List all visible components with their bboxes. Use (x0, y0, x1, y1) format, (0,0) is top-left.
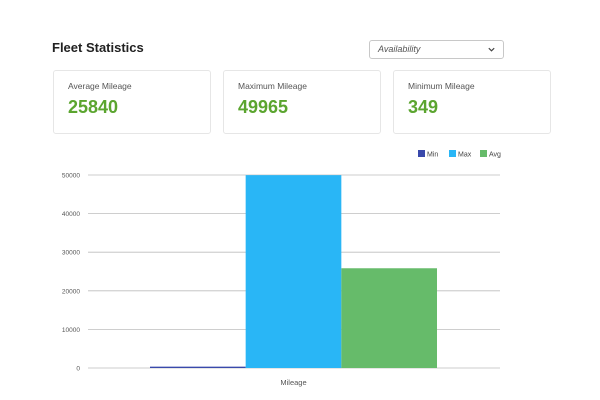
maximum-mileage-value: 49965 (238, 97, 289, 117)
minimum-mileage-card: Minimum Mileage 349 (393, 70, 551, 134)
legend-label-max: Max (458, 152, 472, 159)
maximum-mileage-label: Maximum Mileage (238, 81, 307, 91)
availability-dropdown[interactable]: Availability (369, 40, 504, 59)
page-title: Fleet Statistics (52, 40, 144, 55)
average-mileage-card: Average Mileage 25840 (53, 70, 211, 134)
dropdown-selected-value: Availability (378, 44, 421, 54)
average-mileage-label: Average Mileage (68, 81, 132, 91)
average-mileage-value: 25840 (68, 97, 119, 117)
y-tick-label: 10000 (62, 327, 80, 334)
bar-avg (341, 268, 437, 368)
y-tick-label: 50000 (62, 173, 80, 180)
y-tick-label: 20000 (62, 288, 80, 295)
legend-swatch-min (418, 150, 425, 157)
x-category-label: Mileage (280, 378, 306, 387)
legend-swatch-max (449, 150, 456, 157)
bar-min (150, 366, 246, 368)
chevron-down-icon (488, 47, 495, 52)
y-tick-label: 40000 (62, 211, 80, 218)
legend-swatch-avg (480, 150, 487, 157)
minimum-mileage-value: 349 (408, 97, 439, 117)
minimum-mileage-label: Minimum Mileage (408, 81, 475, 91)
legend-label-min: Min (427, 152, 438, 159)
maximum-mileage-card: Maximum Mileage 49965 (223, 70, 381, 134)
y-tick-label: 30000 (62, 250, 80, 257)
y-tick-label: 0 (76, 366, 80, 373)
bar-max (245, 175, 342, 368)
legend-label-avg: Avg (489, 152, 501, 159)
